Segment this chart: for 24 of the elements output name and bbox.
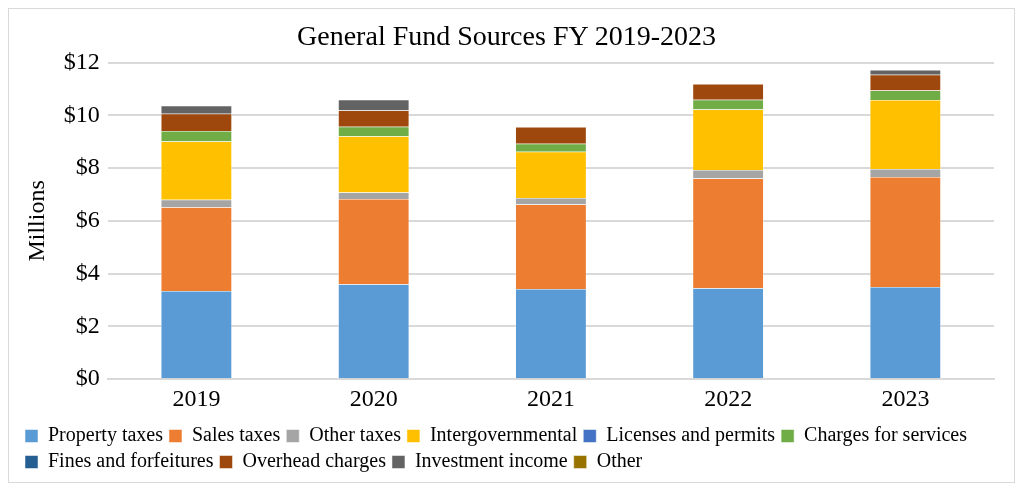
legend-label: Property taxes — [48, 423, 164, 447]
y-axis-title: Millions — [22, 180, 49, 262]
legend-label: Charges for services — [804, 423, 968, 447]
legend-label: Licenses and permits — [606, 423, 776, 447]
x-tick-label: 2020 — [349, 384, 398, 411]
y-tick-label: $4 — [75, 258, 100, 285]
x-tick-label: 2019 — [172, 384, 221, 411]
y-tick-label: $8 — [75, 153, 100, 180]
legend-label: Sales taxes — [191, 423, 281, 446]
y-tick-label: $6 — [75, 206, 100, 233]
legend-label: Other taxes — [309, 423, 402, 446]
y-tick-label: $2 — [75, 311, 100, 338]
legend-label: Other — [596, 449, 643, 472]
x-tick-label: 2021 — [526, 384, 575, 411]
chart-title: General Fund Sources FY 2019-2023 — [297, 20, 716, 52]
y-tick-label: $0 — [75, 364, 100, 391]
x-tick-label: 2023 — [881, 384, 930, 411]
legend-label: Intergovernmental — [429, 423, 578, 447]
y-tick-label: $10 — [63, 100, 100, 127]
legend-label: Investment income — [414, 449, 568, 472]
legend-label: Overhead charges — [242, 449, 387, 473]
y-tick-label: $12 — [63, 47, 100, 74]
x-tick-label: 2022 — [704, 384, 753, 411]
legend-label: Fines and forfeitures — [48, 449, 214, 472]
